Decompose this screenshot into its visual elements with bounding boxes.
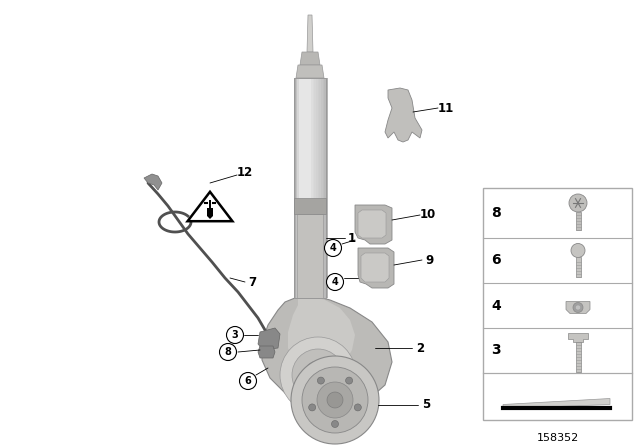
Bar (575, 343, 580, 372)
Bar (321, 78, 323, 298)
Bar (298, 78, 299, 298)
Circle shape (280, 337, 356, 413)
Bar (304, 78, 306, 298)
Bar (323, 78, 324, 298)
Text: 1: 1 (348, 232, 356, 245)
Circle shape (571, 244, 585, 258)
Circle shape (308, 404, 316, 411)
Circle shape (355, 404, 362, 411)
Polygon shape (207, 208, 213, 219)
Circle shape (227, 327, 243, 344)
Polygon shape (262, 296, 392, 410)
Bar (575, 258, 580, 277)
Bar (209, 200, 211, 208)
Polygon shape (300, 52, 320, 65)
Text: 4: 4 (332, 277, 339, 287)
Circle shape (327, 392, 343, 408)
Circle shape (302, 367, 368, 433)
Polygon shape (188, 192, 232, 221)
Circle shape (239, 372, 257, 389)
Bar (311, 78, 312, 298)
Polygon shape (258, 346, 275, 358)
Bar (324, 78, 326, 298)
Bar (294, 78, 296, 298)
Bar (483, 188, 632, 420)
Polygon shape (258, 328, 280, 350)
Bar (575, 212, 580, 230)
Bar (317, 78, 319, 298)
Polygon shape (361, 253, 389, 282)
Polygon shape (296, 65, 324, 78)
Text: 4: 4 (330, 243, 337, 253)
Polygon shape (144, 174, 162, 190)
Text: 7: 7 (248, 276, 256, 289)
Text: 158352: 158352 (536, 433, 579, 443)
Circle shape (346, 377, 353, 384)
Circle shape (569, 194, 587, 212)
Circle shape (332, 421, 339, 427)
Polygon shape (358, 248, 394, 288)
Text: 9: 9 (426, 254, 434, 267)
Text: 5: 5 (422, 399, 430, 412)
Circle shape (317, 377, 324, 384)
Text: 8: 8 (225, 347, 232, 357)
Text: 4: 4 (491, 298, 501, 313)
Circle shape (304, 361, 332, 389)
Text: 6: 6 (491, 254, 501, 267)
Polygon shape (355, 205, 392, 244)
Polygon shape (503, 399, 610, 409)
Bar (306, 78, 307, 298)
Bar (312, 78, 314, 298)
Text: 8: 8 (491, 206, 501, 220)
Bar (294, 78, 326, 298)
Text: 3: 3 (491, 344, 501, 358)
Polygon shape (566, 302, 590, 314)
Circle shape (324, 240, 342, 257)
Text: 6: 6 (244, 376, 252, 386)
Bar (296, 78, 298, 298)
Circle shape (317, 382, 353, 418)
Bar (301, 78, 303, 298)
Text: 2: 2 (416, 341, 424, 354)
Polygon shape (288, 297, 355, 376)
Circle shape (292, 349, 344, 401)
Circle shape (291, 356, 379, 444)
Circle shape (575, 305, 580, 310)
Polygon shape (358, 210, 386, 238)
Circle shape (220, 344, 237, 361)
Polygon shape (568, 333, 588, 343)
Bar (294, 198, 326, 214)
Polygon shape (307, 15, 313, 52)
Circle shape (573, 302, 583, 313)
Bar (319, 78, 321, 298)
Bar (326, 78, 328, 298)
Text: 3: 3 (232, 330, 238, 340)
Circle shape (326, 273, 344, 290)
Bar (309, 78, 311, 298)
Text: 10: 10 (420, 208, 436, 221)
Text: 12: 12 (237, 165, 253, 178)
Bar (314, 78, 316, 298)
Bar (299, 78, 301, 298)
Bar (316, 78, 317, 298)
Bar (297, 214, 323, 298)
Polygon shape (385, 88, 422, 142)
Bar (307, 78, 309, 298)
Bar (303, 78, 304, 298)
Text: 11: 11 (438, 102, 454, 115)
